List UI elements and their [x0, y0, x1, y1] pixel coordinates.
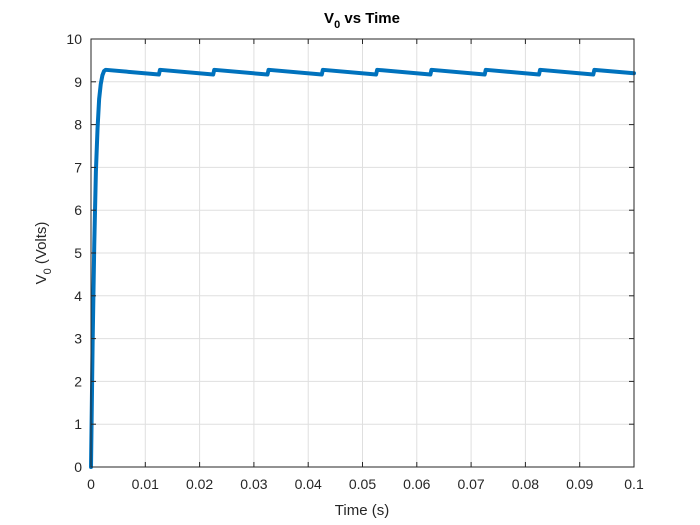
tick-labels: 0 0.01 0.02 0.03 0.04 0.05 0.06 0.07 0.08 0.09 0.1…: [66, 31, 644, 492]
y-tick-label: 4: [74, 288, 82, 304]
y-tick-label: 5: [74, 245, 82, 261]
y-tick-label: 2: [74, 373, 82, 389]
y-tick-label: 6: [74, 202, 82, 218]
y-tick-label: 0: [74, 459, 82, 475]
y-axis-label: V0 (Volts): [33, 222, 54, 285]
x-axis-label: Time (s): [335, 502, 389, 519]
x-tick-label: 0.04: [295, 476, 322, 492]
x-tick-label: 0.01: [132, 476, 159, 492]
x-tick-label: 0.02: [186, 476, 213, 492]
y-axis-label-main: V: [33, 274, 50, 284]
x-tick-label: 0.07: [457, 476, 484, 492]
y-tick-label: 10: [66, 31, 82, 47]
x-tick-label: 0.09: [566, 476, 593, 492]
grid: [91, 39, 634, 467]
axes: [90, 38, 635, 468]
x-tick-label: 0.06: [403, 476, 430, 492]
x-tick-label: 0: [87, 476, 95, 492]
y-tick-label: 1: [74, 416, 82, 432]
y-axis-label-subscript: 0: [42, 268, 54, 274]
y-tick-label: 9: [74, 74, 82, 90]
y-tick-label: 3: [74, 331, 82, 347]
series-layer: [89, 67, 636, 469]
title-rest: vs Time: [340, 10, 400, 27]
x-tick-label: 0.03: [240, 476, 267, 492]
series-line: [89, 67, 636, 469]
axes-box: [90, 38, 635, 468]
x-tick-label: 0.08: [512, 476, 539, 492]
x-tick-label: 0.1: [624, 476, 644, 492]
y-axis-label-rest: (Volts): [33, 222, 50, 269]
y-tick-label: 7: [74, 159, 82, 175]
chart-title: V0 vs Time: [324, 10, 400, 31]
y-tick-label: 8: [74, 117, 82, 133]
x-tick-label: 0.05: [349, 476, 376, 492]
title-subscript: 0: [334, 19, 340, 31]
title-main: V: [324, 10, 334, 27]
